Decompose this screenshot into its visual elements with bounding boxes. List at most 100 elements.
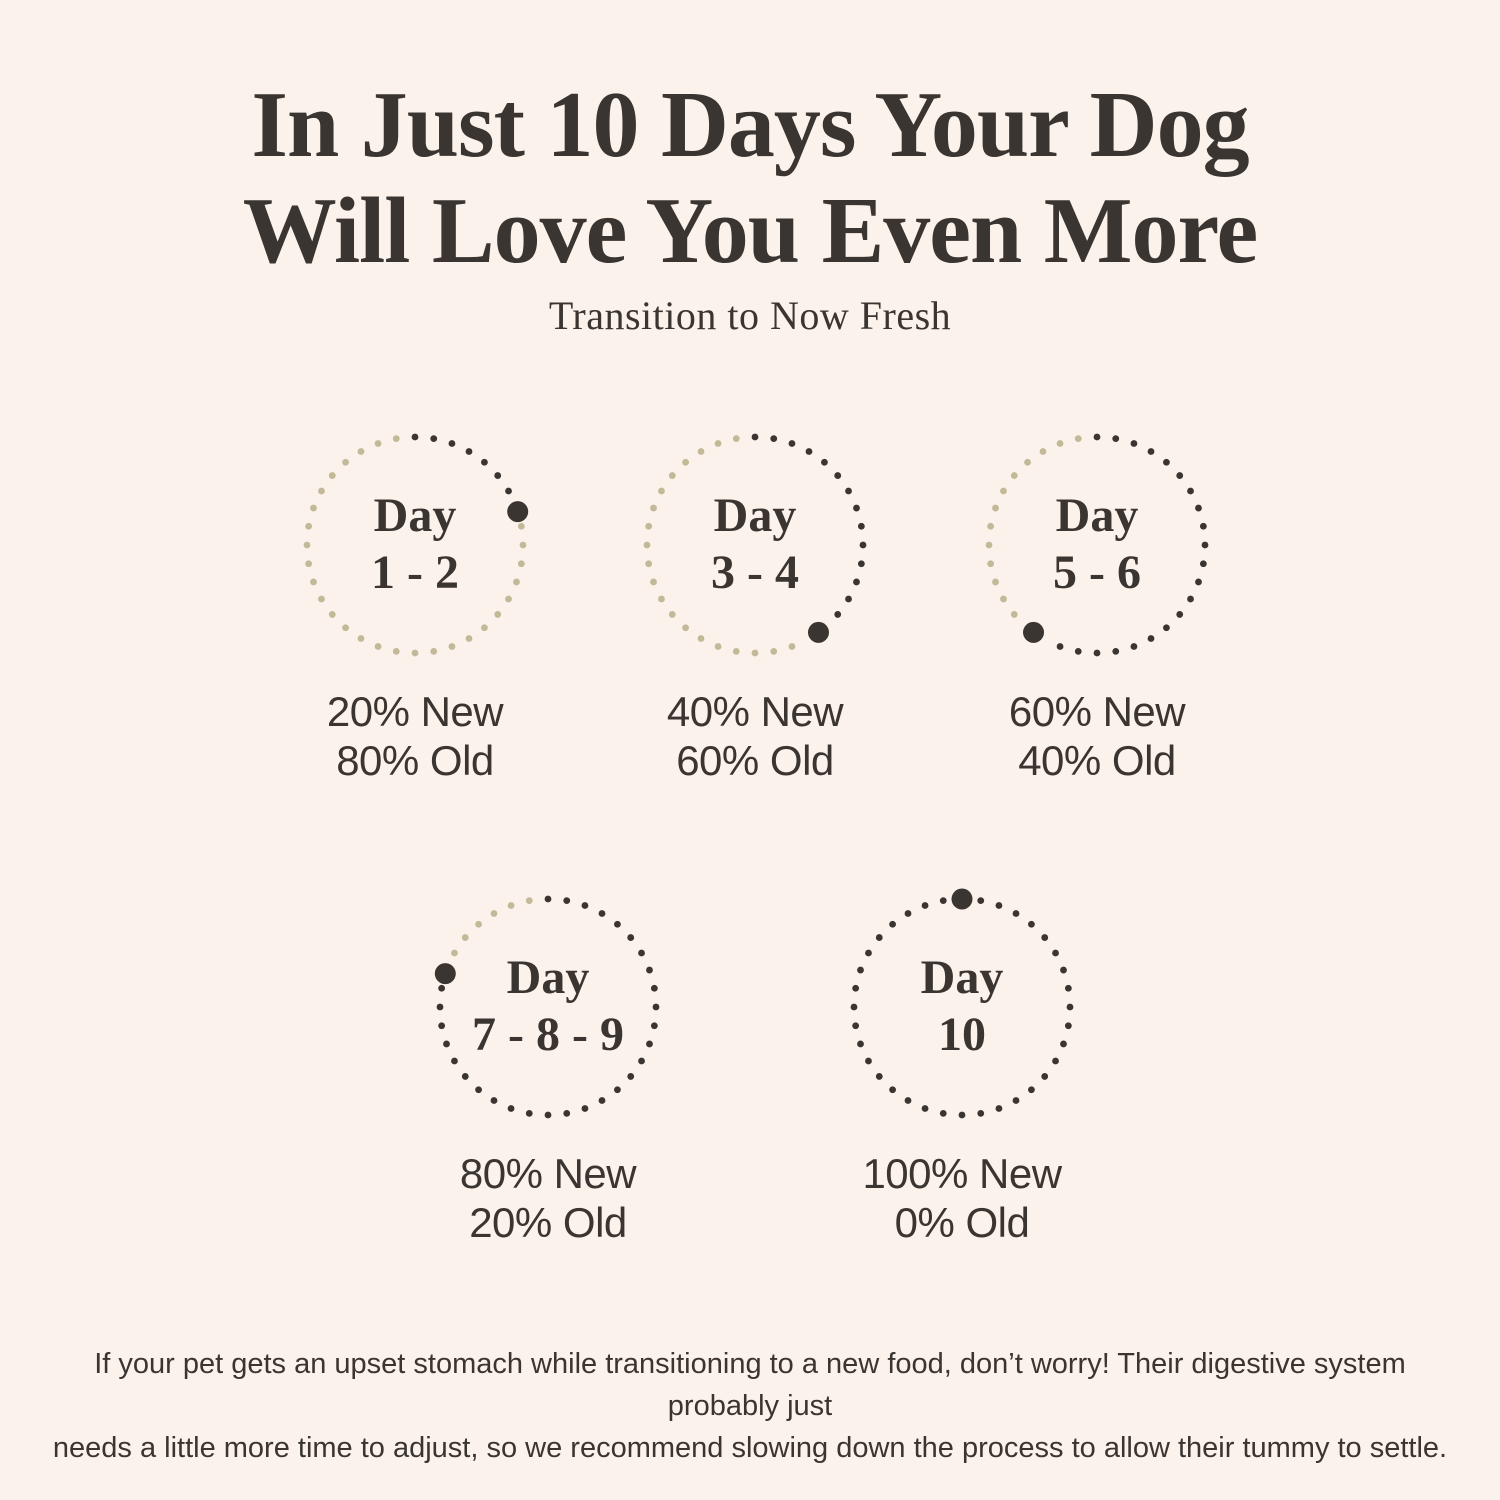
ring-dot-new — [889, 1086, 896, 1094]
footer-line2: needs a little more time to adjust, so w… — [52, 1432, 1448, 1465]
ring-dot-new — [598, 1097, 606, 1104]
mix-label: 60% New 40% Old — [1008, 687, 1186, 785]
day-word: Day — [920, 951, 1004, 1005]
old-percentage: 80% Old — [336, 737, 494, 785]
ring-dot-old — [732, 647, 740, 655]
ring-dot-old — [305, 522, 313, 530]
ring-dot-new — [1060, 966, 1067, 974]
day-word: Day — [506, 951, 590, 1005]
ring-dot-old — [645, 522, 653, 530]
ring-dot-new — [1199, 522, 1207, 530]
ring-dot-new — [904, 910, 912, 917]
ring-dot-old — [310, 578, 317, 586]
ring-dot-old — [318, 487, 325, 495]
ring-dot-new — [857, 560, 865, 568]
ring-dot-new — [525, 1109, 533, 1117]
ring-dot-new — [461, 1073, 469, 1080]
ring-dot-new — [451, 1057, 458, 1065]
ring-dot-old — [650, 578, 657, 586]
ring-dot-new — [1060, 1040, 1067, 1048]
ring-dot-old — [682, 624, 689, 632]
ring-dot-new — [1176, 611, 1184, 618]
dotted-progress-ring — [985, 433, 1209, 657]
ring-dot-old — [714, 643, 722, 650]
ring-dot-old — [697, 448, 705, 455]
ring-dot-new — [430, 435, 438, 443]
ring-dot-new — [438, 984, 446, 992]
ring-dot-old — [374, 643, 382, 650]
ring-label: Day 5 - 6 — [965, 413, 1229, 677]
day-range: 7 - 8 - 9 — [472, 1008, 624, 1061]
ring-dot-new — [834, 611, 842, 618]
ring-dot-new — [650, 984, 658, 992]
ring-dot-old — [1024, 458, 1031, 466]
ring-dot-new — [563, 1109, 571, 1117]
ring-dot-new — [544, 895, 552, 903]
ring-dot-new — [544, 1111, 552, 1119]
footer-note: If your pet gets an upset stomach while … — [50, 1343, 1450, 1469]
ring-dot-new — [614, 1086, 621, 1094]
ring-dot-old — [987, 560, 995, 568]
dotted-progress-ring — [303, 433, 529, 657]
ring-dot-new — [1163, 624, 1170, 632]
ring-dot-new — [995, 902, 1003, 909]
ring-dot-new — [598, 910, 606, 917]
ring-dot-old — [732, 435, 740, 443]
page-title: In Just 10 Days Your Dog Will Love You Ev… — [0, 72, 1500, 284]
ring-dot-new — [490, 1097, 498, 1104]
ring-dot-old — [682, 458, 689, 466]
ring-dot-old — [1000, 595, 1007, 603]
ring-dot-new — [1041, 1073, 1049, 1080]
ring-dot-old — [451, 949, 458, 957]
dotted-progress-ring — [434, 895, 660, 1119]
ring-dot-new — [1066, 1003, 1074, 1011]
ring-dot-new — [1056, 643, 1064, 650]
ring-dot-new — [1064, 1022, 1072, 1030]
ring-dot-new — [857, 966, 864, 974]
ring-dot-old — [303, 541, 311, 549]
ring-dot-new — [1187, 487, 1194, 495]
footer-line1: If your pet gets an upset stomach while … — [94, 1348, 1406, 1423]
ring-dot-new — [1130, 440, 1138, 447]
ring-dot-old — [650, 504, 657, 512]
ring-dot-new — [507, 1105, 515, 1112]
ring-dot-new — [505, 487, 512, 495]
ring-dot-old — [525, 897, 533, 905]
ring-dot-new — [875, 1073, 883, 1080]
ring-dot-old — [751, 649, 759, 657]
mix-label: 20% New 80% Old — [327, 687, 504, 785]
ring-dot-old — [788, 643, 796, 650]
ring-dot-new — [650, 1022, 658, 1030]
ring-dot-new — [865, 949, 872, 957]
ring-label: Day 7 - 8 - 9 — [416, 875, 680, 1139]
ring-dot-old — [517, 522, 525, 530]
ring-dot-new — [1195, 578, 1202, 586]
ring-dot-old — [430, 647, 438, 655]
ring-dot-new — [465, 448, 473, 455]
ring-dot-old — [328, 472, 336, 479]
ring-dot-old — [985, 541, 993, 549]
ring-dot-new — [1147, 635, 1155, 642]
ring-dot-new — [1176, 472, 1184, 479]
ring-dot-old — [357, 448, 365, 455]
ring-progress-marker-dot — [507, 501, 529, 523]
ring-dot-old — [318, 595, 325, 603]
new-percentage: 100% New — [862, 1150, 1062, 1197]
ring-dot-new — [1112, 647, 1120, 655]
ring-dot-new — [627, 1073, 635, 1080]
ring-dot-old — [342, 458, 349, 466]
ring-dot-old — [357, 635, 365, 642]
day-range: 1 - 2 — [371, 546, 459, 599]
ring-dot-new — [1041, 934, 1049, 941]
ring-dot-new — [436, 1003, 444, 1011]
new-percentage: 60% New — [1008, 688, 1186, 735]
ring-dot-new — [1130, 643, 1138, 650]
ring-dot-new — [1199, 560, 1207, 568]
old-percentage: 0% Old — [894, 1199, 1030, 1247]
ring-dot-new — [411, 433, 419, 441]
ring-dot-new — [865, 1057, 872, 1065]
ring-dot-old — [1039, 448, 1047, 455]
ring-dot-old — [645, 560, 653, 568]
ring-dot-old — [517, 560, 525, 568]
